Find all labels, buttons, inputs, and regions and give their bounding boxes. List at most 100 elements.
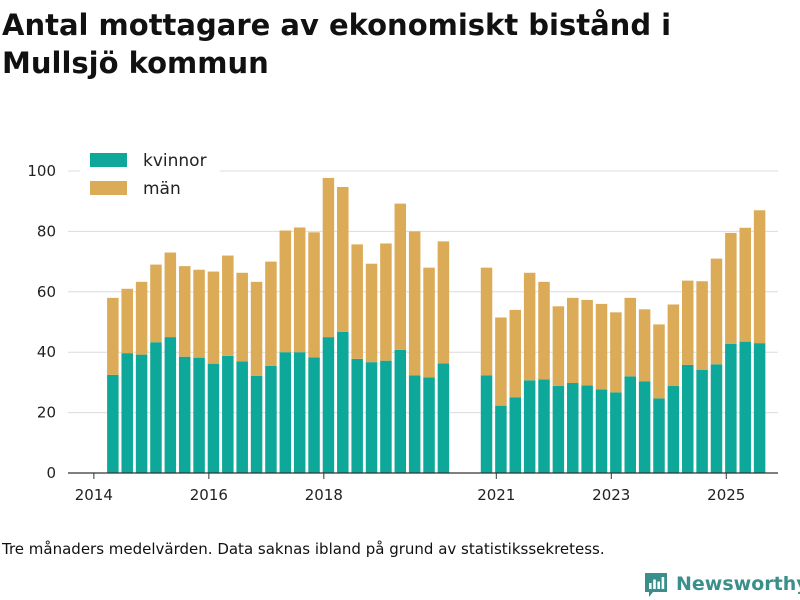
x-axis: 2014 2016 2018 2021 2023 2025 <box>68 472 778 504</box>
x-tick-label: 2025 <box>707 486 745 504</box>
bar-man <box>351 244 363 359</box>
bar-kvinnor <box>437 363 450 473</box>
bar-kvinnor <box>193 357 205 473</box>
bar-kvinnor <box>624 376 637 473</box>
bar-kvinnor <box>178 356 191 473</box>
x-tick-label: 2014 <box>75 486 113 504</box>
y-tick-label: 20 <box>37 404 56 422</box>
bar-man <box>135 281 148 355</box>
bar-kvinnor <box>638 381 651 473</box>
bar-kvinnor <box>408 375 421 473</box>
bar-man <box>753 210 766 344</box>
bar-man <box>681 280 694 365</box>
bar-man <box>408 231 421 376</box>
bar-kvinnor <box>150 342 162 473</box>
bar-man <box>365 263 378 363</box>
bar-kvinnor <box>164 337 177 473</box>
bar-kvinnor <box>293 352 306 473</box>
bar-man <box>380 243 392 361</box>
bar-kvinnor <box>567 383 579 473</box>
bar-kvinnor <box>739 341 751 473</box>
bar-kvinnor <box>681 364 694 473</box>
bar-man <box>337 187 349 332</box>
brand-name: Newsworthy <box>676 573 800 595</box>
bar-kvinnor <box>653 398 665 473</box>
x-tick-label: 2023 <box>592 486 630 504</box>
x-tick-label: 2016 <box>190 486 228 504</box>
y-tick-label: 0 <box>46 464 56 482</box>
bar-man <box>394 203 407 350</box>
bar-man <box>150 264 162 343</box>
bar-kvinnor <box>610 392 622 473</box>
bar-kvinnor <box>380 360 392 473</box>
bar-man <box>523 272 536 381</box>
bar-man <box>538 281 550 380</box>
bar-kvinnor <box>308 357 320 473</box>
bar-man <box>250 281 263 376</box>
bar-kvinnor <box>322 337 335 473</box>
brand-logo[interactable]: Newsworthy <box>644 570 800 598</box>
newsworthy-logo-icon <box>645 573 667 597</box>
bar-kvinnor <box>236 361 248 473</box>
bar-kvinnor <box>423 377 435 473</box>
legend: kvinnor män <box>80 148 220 204</box>
bar-man <box>423 267 435 378</box>
bar-man <box>121 288 133 354</box>
bar-kvinnor <box>667 386 680 473</box>
bar-kvinnor <box>523 380 536 473</box>
bar-man <box>624 297 637 377</box>
bar-kvinnor <box>250 375 263 473</box>
y-tick-label: 60 <box>37 283 56 301</box>
y-axis: 0 20 40 60 80 100 <box>27 162 56 482</box>
bar-man <box>595 303 608 390</box>
bar-kvinnor <box>552 386 565 473</box>
bar-man <box>322 177 335 338</box>
bar-man <box>293 227 306 353</box>
y-tick-label: 100 <box>27 162 56 180</box>
bar-man <box>710 258 723 365</box>
bar-kvinnor <box>365 362 378 473</box>
bar-kvinnor <box>337 331 349 473</box>
bar-man <box>653 324 665 399</box>
bar-man <box>638 309 651 382</box>
legend-label: kvinnor <box>143 151 207 171</box>
bar-man <box>480 267 493 376</box>
bar-man <box>610 312 622 393</box>
bar-man <box>236 272 248 362</box>
bar-man <box>667 304 680 387</box>
bar-kvinnor <box>495 405 507 473</box>
bar-kvinnor <box>351 358 363 473</box>
bar-kvinnor <box>279 352 292 473</box>
legend-swatch <box>90 153 127 167</box>
legend-label: män <box>143 179 181 199</box>
x-tick-label: 2021 <box>477 486 515 504</box>
y-tick-label: 40 <box>37 343 56 361</box>
bar-kvinnor <box>107 374 119 473</box>
legend-swatch <box>90 181 127 195</box>
bar-kvinnor <box>207 363 220 473</box>
bar-man <box>725 232 737 344</box>
bar-kvinnor <box>725 343 737 473</box>
bar-kvinnor <box>710 364 723 473</box>
y-tick-label: 80 <box>37 222 56 240</box>
bar-man <box>495 317 507 406</box>
bar-kvinnor <box>121 353 133 473</box>
bar-kvinnor <box>538 379 550 473</box>
bar-man <box>308 232 320 358</box>
bar-man <box>164 252 177 338</box>
bar-man <box>222 255 234 356</box>
bar-kvinnor <box>265 365 277 473</box>
bar-man <box>739 227 751 342</box>
bar-kvinnor <box>222 355 234 473</box>
bar-man <box>193 269 205 358</box>
bar-man <box>279 230 292 353</box>
bar-man <box>509 309 522 398</box>
bar-man <box>107 297 119 375</box>
bar-series <box>107 177 766 473</box>
bar-man <box>178 266 191 357</box>
bar-kvinnor <box>696 369 708 473</box>
bar-kvinnor <box>394 349 407 473</box>
bar-kvinnor <box>595 389 608 473</box>
bar-kvinnor <box>135 354 148 473</box>
